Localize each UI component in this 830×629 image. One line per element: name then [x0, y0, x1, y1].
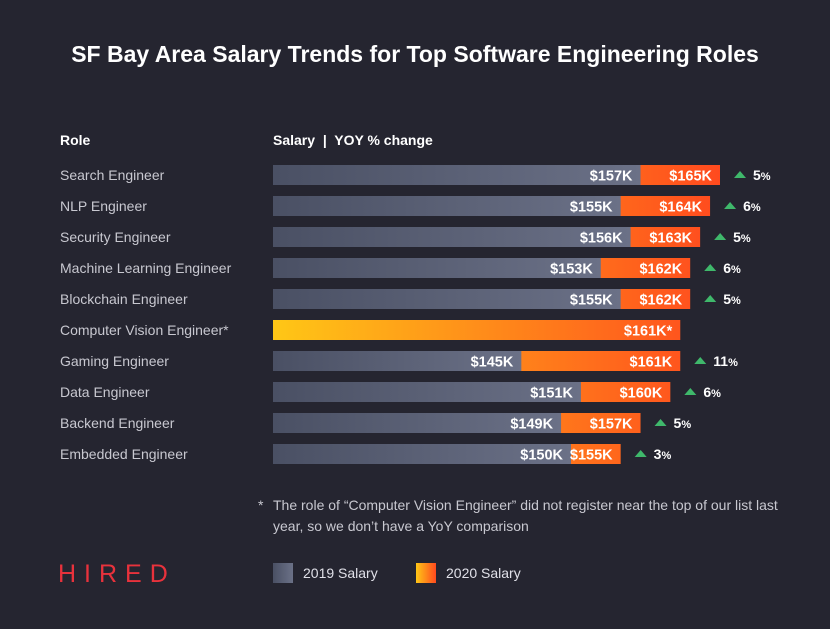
- role-label: Machine Learning Engineer: [60, 260, 232, 276]
- bar-2019: [273, 227, 631, 247]
- role-label: NLP Engineer: [60, 198, 147, 214]
- bar-label-2020: $163K: [649, 231, 692, 247]
- up-arrow-icon: [724, 202, 737, 209]
- bar-label-2019: $157K: [590, 169, 633, 185]
- role-label: Computer Vision Engineer*: [60, 322, 229, 338]
- bar-label-2020: $161K*: [624, 324, 673, 340]
- role-label: Gaming Engineer: [60, 353, 169, 369]
- role-label: Blockchain Engineer: [60, 291, 188, 307]
- yoy-change-label: 11%: [713, 353, 738, 369]
- role-label: Data Engineer: [60, 384, 150, 400]
- salary-column-header: Salary | YOY % change: [273, 132, 433, 148]
- bar-2019: [273, 444, 571, 464]
- legend-label-2020: 2020 Salary: [446, 565, 521, 581]
- bar-label-2019: $151K: [530, 386, 573, 402]
- bar-2020: [273, 320, 681, 340]
- legend-item-2020: 2020 Salary: [416, 563, 521, 583]
- up-arrow-icon: [704, 264, 717, 271]
- bar-label-2019: $149K: [510, 417, 553, 433]
- bar-2019: [273, 258, 601, 278]
- yoy-change-label: 6%: [703, 384, 721, 400]
- up-arrow-icon: [714, 233, 727, 240]
- yoy-change-label: 6%: [743, 198, 761, 214]
- bar-label-2019: $155K: [570, 293, 613, 309]
- bar-label-2020: $162K: [639, 262, 682, 278]
- yoy-change-label: 3%: [654, 446, 672, 462]
- footnote-text: The role of “Computer Vision Engineer” d…: [273, 497, 778, 534]
- role-label: Embedded Engineer: [60, 446, 188, 462]
- yoy-change-label: 5%: [753, 167, 771, 183]
- footnote: * The role of “Computer Vision Engineer”…: [258, 495, 778, 537]
- bar-2019: [273, 351, 522, 371]
- up-arrow-icon: [704, 295, 717, 302]
- bar-label-2020: $161K: [630, 355, 673, 371]
- up-arrow-icon: [654, 419, 667, 426]
- role-column-header: Role: [60, 132, 91, 148]
- yoy-change-label: 5%: [674, 415, 692, 431]
- legend-label-2019: 2019 Salary: [303, 565, 378, 581]
- legend-item-2019: 2019 Salary: [273, 563, 378, 583]
- role-label: Backend Engineer: [60, 415, 175, 431]
- bar-2019: [273, 382, 581, 402]
- bar-label-2020: $164K: [659, 200, 702, 216]
- up-arrow-icon: [734, 171, 746, 178]
- bar-label-2019: $153K: [550, 262, 593, 278]
- bar-label-2020: $165K: [669, 169, 712, 185]
- role-label: Search Engineer: [60, 167, 165, 183]
- bar-2019: [273, 165, 641, 185]
- hired-logo: HIRED: [58, 560, 176, 588]
- footnote-marker: *: [258, 497, 264, 513]
- bar-label-2020: $157K: [590, 417, 633, 433]
- bar-2019: [273, 413, 562, 433]
- bar-label-2020: $155K: [570, 448, 613, 464]
- yoy-change-label: 5%: [723, 291, 741, 307]
- up-arrow-icon: [694, 357, 707, 364]
- yoy-change-label: 5%: [733, 229, 751, 245]
- bar-label-2019: $156K: [580, 231, 623, 247]
- yoy-change-label: 6%: [723, 260, 741, 276]
- role-label: Security Engineer: [60, 229, 171, 245]
- bar-label-2019: $150K: [520, 448, 563, 464]
- bar-label-2019: $145K: [471, 355, 514, 371]
- chart-title: SF Bay Area Salary Trends for Top Softwa…: [71, 41, 759, 67]
- legend-swatch-2020: [416, 563, 436, 583]
- bar-2019: [273, 289, 621, 309]
- bar-label-2019: $155K: [570, 200, 613, 216]
- bar-2019: [273, 196, 621, 216]
- bar-label-2020: $160K: [620, 386, 663, 402]
- bar-label-2020: $162K: [639, 293, 682, 309]
- legend-swatch-2019: [273, 563, 293, 583]
- up-arrow-icon: [634, 450, 647, 457]
- up-arrow-icon: [684, 388, 697, 395]
